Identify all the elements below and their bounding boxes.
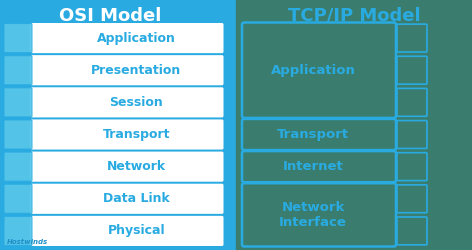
FancyBboxPatch shape (4, 24, 32, 53)
FancyBboxPatch shape (4, 88, 32, 117)
FancyBboxPatch shape (242, 151, 396, 182)
FancyBboxPatch shape (31, 152, 224, 182)
Text: Hostwinds: Hostwinds (7, 239, 48, 245)
FancyBboxPatch shape (242, 22, 396, 118)
Text: Application: Application (97, 32, 176, 44)
FancyBboxPatch shape (397, 153, 427, 180)
Text: Network: Network (107, 160, 166, 173)
Text: Data Link: Data Link (103, 192, 170, 205)
FancyBboxPatch shape (4, 216, 32, 246)
Bar (0, 0, 236, 250)
FancyBboxPatch shape (242, 183, 396, 246)
FancyBboxPatch shape (4, 184, 32, 213)
Text: Network
Interface: Network Interface (279, 201, 347, 229)
Text: Application: Application (270, 64, 355, 77)
FancyBboxPatch shape (397, 185, 427, 213)
FancyBboxPatch shape (4, 152, 32, 181)
FancyBboxPatch shape (242, 119, 396, 150)
FancyBboxPatch shape (397, 88, 427, 116)
Text: Physical: Physical (108, 224, 165, 237)
Text: TCP/IP Model: TCP/IP Model (288, 7, 420, 25)
FancyBboxPatch shape (4, 56, 32, 85)
Text: Presentation: Presentation (92, 64, 182, 77)
Text: Session: Session (110, 96, 163, 109)
Text: Internet: Internet (283, 160, 343, 173)
FancyBboxPatch shape (31, 55, 224, 85)
FancyBboxPatch shape (31, 184, 224, 214)
FancyBboxPatch shape (31, 216, 224, 246)
Text: OSI Model: OSI Model (59, 7, 161, 25)
Text: Transport: Transport (103, 128, 170, 141)
FancyBboxPatch shape (4, 120, 32, 149)
FancyBboxPatch shape (397, 56, 427, 84)
FancyBboxPatch shape (397, 217, 427, 245)
FancyBboxPatch shape (31, 120, 224, 150)
FancyBboxPatch shape (31, 87, 224, 118)
FancyBboxPatch shape (31, 23, 224, 53)
Text: Transport: Transport (277, 128, 349, 141)
FancyBboxPatch shape (397, 24, 427, 52)
FancyBboxPatch shape (397, 120, 427, 148)
Bar (236, 0, 472, 250)
